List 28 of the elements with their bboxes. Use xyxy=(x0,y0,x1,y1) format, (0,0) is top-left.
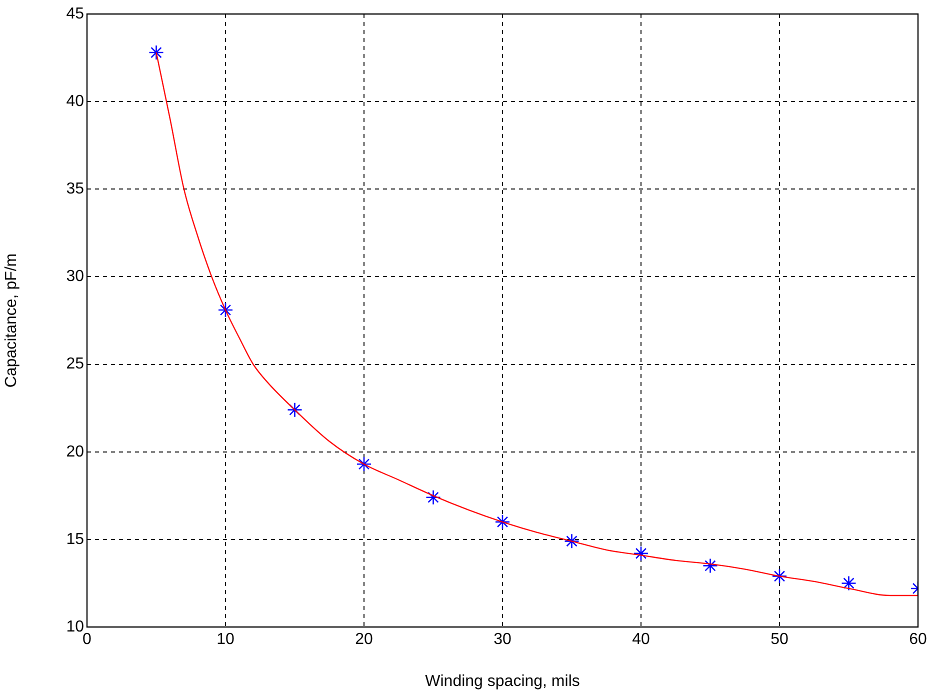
y-tick-label: 20 xyxy=(66,443,84,460)
y-tick-label: 40 xyxy=(66,92,84,110)
y-tick-label: 10 xyxy=(66,618,84,636)
point xyxy=(702,558,718,574)
point xyxy=(564,534,580,549)
y-tick-label: 30 xyxy=(66,268,84,286)
point xyxy=(356,456,372,472)
x-tick-label: 50 xyxy=(770,631,788,648)
x-tick-label: 40 xyxy=(632,631,650,648)
x-axis-title: Winding spacing, mils xyxy=(425,672,580,690)
point xyxy=(148,44,164,60)
x-tick-label: 60 xyxy=(909,631,927,648)
x-tick-label: 10 xyxy=(216,631,234,648)
y-tick-label: 35 xyxy=(66,180,84,198)
y-axis-title: Capacitance, pF/m xyxy=(3,253,20,388)
point xyxy=(426,490,441,506)
y-tick-label: 45 xyxy=(66,5,84,22)
x-tick-label: 30 xyxy=(494,631,512,648)
x-tick-label: 20 xyxy=(355,631,373,648)
y-tick-label: 15 xyxy=(66,530,84,548)
point xyxy=(218,302,234,318)
line-series xyxy=(156,52,918,596)
y-tick-label: 25 xyxy=(66,356,84,373)
point xyxy=(633,546,649,562)
point xyxy=(841,576,856,591)
point xyxy=(494,514,510,530)
x-tick-label: 0 xyxy=(82,631,92,648)
point xyxy=(772,568,788,584)
